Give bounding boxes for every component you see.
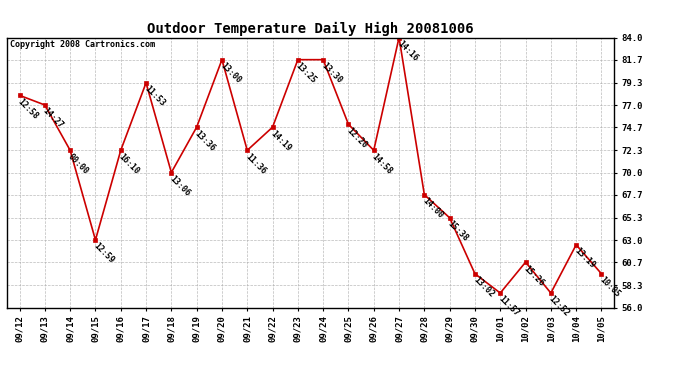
Text: 14:00: 14:00 — [421, 196, 445, 220]
Text: 12:20: 12:20 — [345, 126, 369, 150]
Text: 00:00: 00:00 — [66, 152, 90, 176]
Text: 12:58: 12:58 — [16, 97, 40, 121]
Text: 13:25: 13:25 — [294, 61, 318, 85]
Text: 15:38: 15:38 — [446, 219, 470, 243]
Text: 13:30: 13:30 — [319, 61, 344, 85]
Text: 13:02: 13:02 — [471, 275, 495, 299]
Title: Outdoor Temperature Daily High 20081006: Outdoor Temperature Daily High 20081006 — [147, 22, 474, 36]
Text: 15:26: 15:26 — [522, 264, 546, 288]
Text: 16:10: 16:10 — [117, 152, 141, 176]
Text: 14:27: 14:27 — [41, 106, 66, 130]
Text: 11:57: 11:57 — [497, 294, 521, 318]
Text: 14:58: 14:58 — [370, 152, 394, 176]
Text: 11:36: 11:36 — [244, 152, 268, 176]
Text: 12:59: 12:59 — [92, 242, 116, 266]
Text: 13:06: 13:06 — [168, 174, 192, 198]
Text: Copyright 2008 Cartronics.com: Copyright 2008 Cartronics.com — [10, 40, 155, 49]
Text: 13:36: 13:36 — [193, 129, 217, 153]
Text: 10:05: 10:05 — [598, 275, 622, 299]
Text: 13:19: 13:19 — [573, 246, 597, 270]
Text: 14:16: 14:16 — [395, 39, 420, 63]
Text: 13:00: 13:00 — [218, 61, 242, 85]
Text: 12:52: 12:52 — [547, 294, 571, 318]
Text: 11:53: 11:53 — [142, 84, 166, 108]
Text: 14:19: 14:19 — [269, 129, 293, 153]
